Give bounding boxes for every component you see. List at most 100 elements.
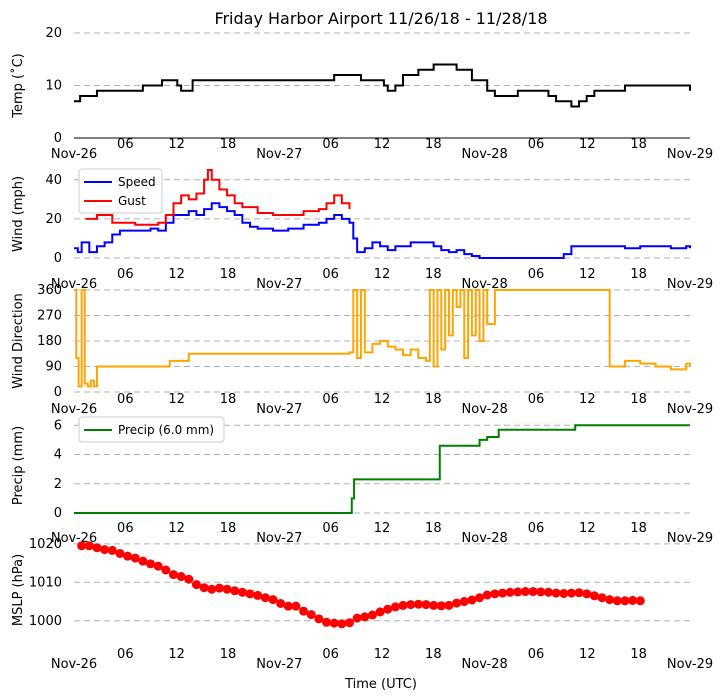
x-tick-label: 18 — [425, 392, 442, 407]
x-tick-label: 06 — [117, 392, 134, 407]
x-tick-label: 12 — [374, 521, 391, 536]
x-tick-label: 18 — [630, 137, 647, 152]
y-tick-label: 1000 — [29, 614, 62, 629]
legend-label: Speed — [118, 175, 156, 189]
x-tick-label: Nov-29 — [667, 402, 713, 417]
data-point — [566, 588, 576, 598]
x-tick-label: 12 — [579, 392, 596, 407]
x-tick-label: 06 — [117, 647, 134, 662]
y-axis-label-mslp: MSLP (hPa) — [11, 554, 26, 626]
data-point — [306, 610, 316, 620]
y-axis-label-precip: Precip (mm) — [11, 426, 26, 505]
x-tick-label: 18 — [220, 392, 237, 407]
x-tick-label: Nov-28 — [462, 531, 508, 546]
x-tick-label: Nov-29 — [667, 277, 713, 292]
panel-mslp: 1000 1010 1020 Nov-26 06 12 18 Nov-27 06 12 18 Nov-… — [11, 537, 713, 672]
y-tick-label: 0 — [54, 131, 62, 146]
panel-precip: 0 2 4 6 Nov-26 06 12 18 Nov-27 06 12 18 Nov-28 06 12 18… — [11, 416, 713, 546]
x-tick-label: 06 — [117, 137, 134, 152]
x-tick-label: 06 — [528, 392, 545, 407]
y-tick-label: 1010 — [29, 575, 62, 590]
y-tick-label: 270 — [37, 309, 62, 324]
data-point — [574, 588, 584, 598]
data-point — [367, 610, 377, 620]
data-point — [92, 543, 102, 553]
data-point — [299, 606, 309, 616]
y-tick-label: 10 — [45, 79, 62, 94]
x-tick-label: 06 — [117, 521, 134, 536]
data-point — [436, 601, 446, 611]
data-point — [505, 587, 515, 597]
x-tick-label: Nov-26 — [51, 147, 97, 162]
data-point — [352, 613, 362, 623]
x-tick-label: Nov-26 — [51, 402, 97, 417]
y-tick-label: 0 — [54, 385, 62, 400]
data-point — [245, 589, 255, 599]
x-tick-label: Nov-28 — [462, 277, 508, 292]
series-line-speed — [74, 202, 691, 259]
data-point — [605, 595, 615, 605]
x-tick-label: Nov-27 — [256, 531, 302, 546]
x-tick-label: 12 — [374, 647, 391, 662]
series-line-temp — [74, 63, 691, 108]
data-point — [490, 589, 500, 599]
x-tick-label: Nov-27 — [256, 402, 302, 417]
y-tick-label: 1020 — [29, 537, 62, 552]
data-point — [260, 593, 270, 603]
x-tick-label: 12 — [168, 267, 185, 282]
y-tick-label: 4 — [54, 448, 62, 463]
data-point — [543, 587, 553, 597]
panel-temp: 0 10 20 Nov-26 06 12 18 Nov-27 06 12 18 Nov-28 06 12 1… — [10, 26, 713, 162]
data-point — [84, 541, 94, 551]
x-tick-label: 06 — [322, 521, 339, 536]
data-point — [520, 587, 530, 597]
x-tick-label: 12 — [374, 137, 391, 152]
data-point — [452, 598, 462, 608]
data-point — [222, 584, 232, 594]
x-tick-label: 12 — [579, 137, 596, 152]
data-point — [620, 596, 630, 606]
x-tick-label: 12 — [168, 392, 185, 407]
data-point — [276, 598, 286, 608]
data-point — [100, 545, 110, 555]
x-tick-label: 18 — [220, 647, 237, 662]
x-tick-label: 06 — [322, 267, 339, 282]
x-tick-label: Nov-29 — [667, 147, 713, 162]
x-tick-label: Nov-28 — [462, 402, 508, 417]
x-tick-label: 18 — [220, 137, 237, 152]
x-tick-label: Nov-27 — [256, 277, 302, 292]
y-tick-label: 20 — [45, 26, 62, 41]
x-tick-label: 12 — [579, 521, 596, 536]
data-point — [237, 587, 247, 597]
data-point — [153, 561, 163, 571]
legend — [78, 416, 225, 443]
data-point — [421, 600, 431, 610]
y-tick-label: 90 — [45, 360, 62, 375]
x-axis-label: Time (UTC) — [344, 677, 417, 692]
data-point — [582, 589, 592, 599]
data-point — [635, 596, 645, 606]
x-tick-label: 06 — [117, 267, 134, 282]
x-tick-label: 18 — [630, 392, 647, 407]
data-point — [337, 619, 347, 629]
x-tick-label: 12 — [168, 647, 185, 662]
x-tick-label: Nov-27 — [256, 657, 302, 672]
data-point — [628, 595, 638, 605]
legend-label: Precip (6.0 mm) — [118, 423, 214, 437]
data-point — [168, 570, 178, 580]
data-point — [375, 607, 385, 617]
data-point — [612, 596, 622, 606]
x-tick-label: 06 — [322, 137, 339, 152]
y-tick-label: 0 — [54, 506, 62, 521]
y-tick-label: 40 — [45, 173, 62, 188]
data-point — [467, 595, 477, 605]
series-line-gust — [85, 169, 351, 226]
data-point — [123, 551, 133, 561]
data-point — [115, 548, 125, 558]
x-tick-label: 18 — [220, 267, 237, 282]
x-tick-label: 12 — [168, 137, 185, 152]
x-tick-label: 18 — [630, 521, 647, 536]
series-line-precip-6-0-mm- — [74, 424, 690, 514]
data-point — [482, 590, 492, 600]
